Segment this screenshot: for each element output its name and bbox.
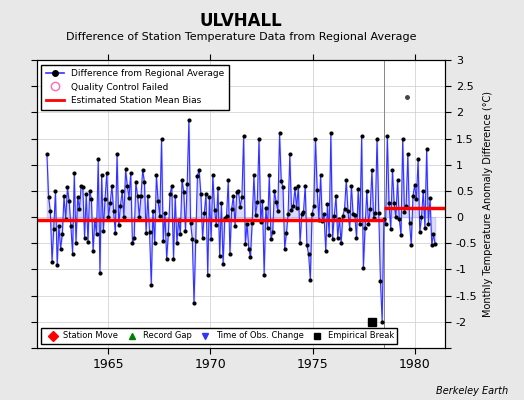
Y-axis label: Monthly Temperature Anomaly Difference (°C): Monthly Temperature Anomaly Difference (… bbox=[483, 91, 493, 317]
Text: Berkeley Earth: Berkeley Earth bbox=[436, 386, 508, 396]
Text: ULVHALL: ULVHALL bbox=[200, 12, 282, 30]
Text: Difference of Station Temperature Data from Regional Average: Difference of Station Temperature Data f… bbox=[66, 32, 416, 42]
Legend: Station Move, Record Gap, Time of Obs. Change, Empirical Break: Station Move, Record Gap, Time of Obs. C… bbox=[41, 328, 397, 344]
